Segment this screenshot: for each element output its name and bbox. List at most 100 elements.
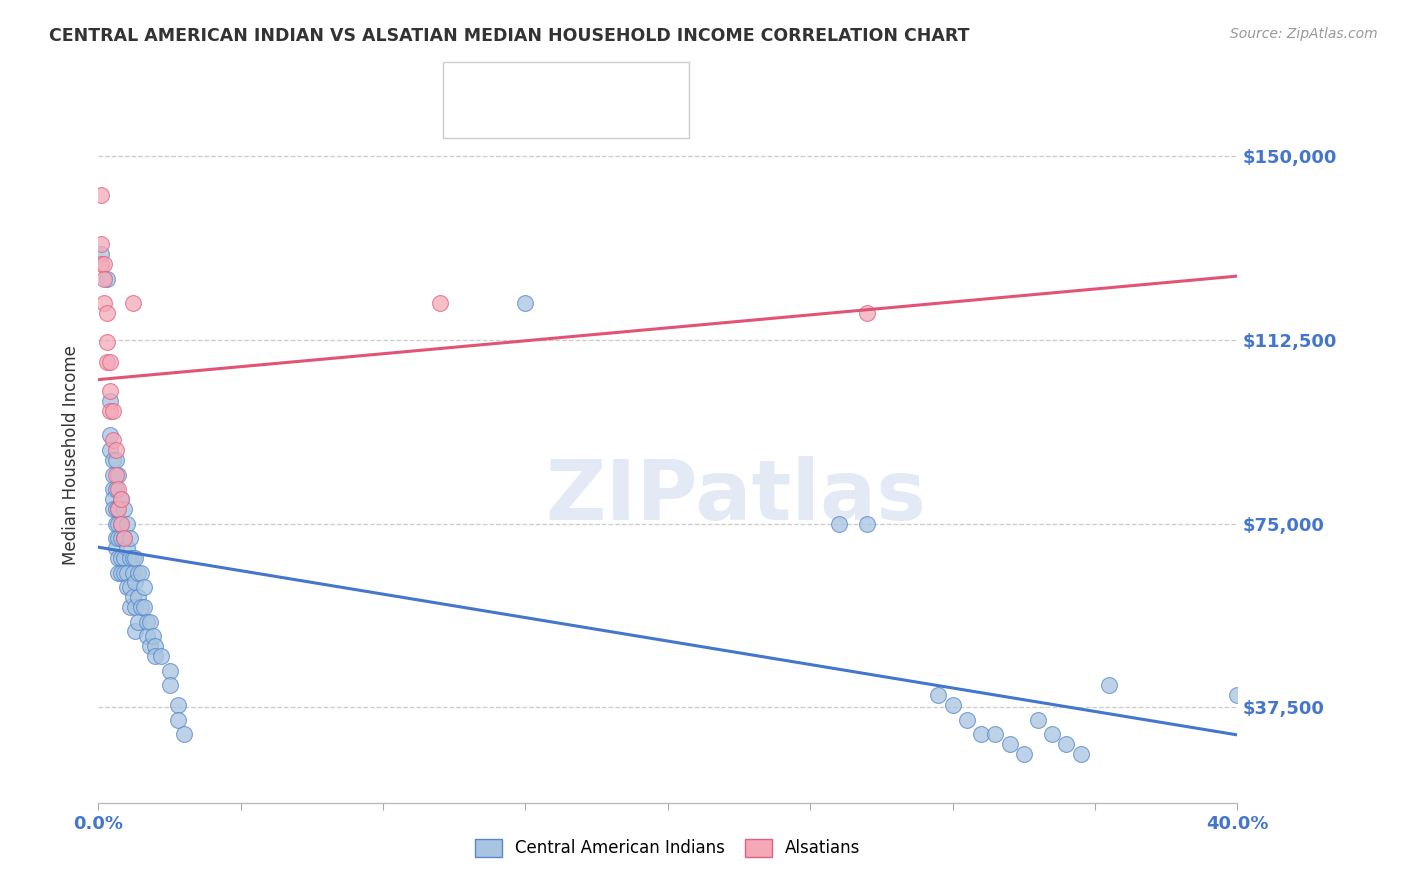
- Point: [101, 501, 124, 516]
- Point: [129, 566, 152, 580]
- Point: [101, 467, 124, 482]
- Text: -0.548: -0.548: [523, 76, 588, 94]
- Point: [107, 531, 129, 545]
- Point: [112, 550, 135, 565]
- Point: [107, 467, 129, 482]
- Point: [104, 541, 127, 555]
- Point: [135, 615, 157, 629]
- Point: [124, 599, 146, 614]
- Point: [159, 664, 181, 678]
- Point: [90, 237, 112, 252]
- Point: [93, 296, 115, 310]
- Point: [110, 491, 132, 506]
- Point: [104, 482, 127, 496]
- Point: [124, 575, 146, 590]
- Point: [90, 188, 112, 202]
- Point: [104, 452, 127, 467]
- Point: [118, 550, 141, 565]
- Point: [104, 531, 127, 545]
- Point: [110, 550, 132, 565]
- Point: [121, 550, 143, 565]
- Point: [145, 639, 167, 653]
- Point: [141, 629, 163, 643]
- Point: [107, 501, 129, 516]
- Point: [828, 516, 851, 531]
- Point: [132, 599, 155, 614]
- Point: [115, 566, 138, 580]
- Point: [135, 629, 157, 643]
- Point: [101, 482, 124, 496]
- Point: [127, 615, 149, 629]
- Point: [515, 296, 537, 310]
- Text: 24: 24: [621, 110, 647, 128]
- Point: [90, 247, 112, 261]
- Point: [173, 727, 195, 741]
- Text: CENTRAL AMERICAN INDIAN VS ALSATIAN MEDIAN HOUSEHOLD INCOME CORRELATION CHART: CENTRAL AMERICAN INDIAN VS ALSATIAN MEDI…: [49, 27, 970, 45]
- Text: 0.302: 0.302: [523, 110, 586, 128]
- Point: [104, 467, 127, 482]
- Point: [1098, 678, 1121, 692]
- Point: [115, 580, 138, 594]
- Text: R =: R =: [488, 110, 527, 128]
- Point: [1070, 747, 1092, 761]
- Point: [167, 713, 190, 727]
- Y-axis label: Median Household Income: Median Household Income: [62, 345, 80, 565]
- Point: [110, 491, 132, 506]
- Point: [429, 296, 451, 310]
- Point: [138, 639, 160, 653]
- Point: [167, 698, 190, 712]
- Point: [121, 566, 143, 580]
- Point: [1226, 688, 1249, 702]
- Point: [984, 727, 1007, 741]
- Point: [107, 516, 129, 531]
- Point: [93, 257, 115, 271]
- Point: [96, 335, 118, 350]
- Point: [138, 615, 160, 629]
- Point: [150, 648, 173, 663]
- Point: [98, 443, 121, 458]
- Point: [112, 566, 135, 580]
- Point: [159, 678, 181, 692]
- Point: [118, 599, 141, 614]
- Point: [121, 590, 143, 604]
- Text: R =: R =: [488, 76, 527, 94]
- Point: [127, 566, 149, 580]
- Point: [110, 516, 132, 531]
- Point: [942, 698, 965, 712]
- Point: [956, 713, 979, 727]
- Point: [118, 580, 141, 594]
- Point: [127, 590, 149, 604]
- Point: [1012, 747, 1035, 761]
- Legend: Central American Indians, Alsatians: Central American Indians, Alsatians: [468, 832, 868, 864]
- Point: [110, 516, 132, 531]
- Text: 75: 75: [621, 76, 647, 94]
- Point: [110, 566, 132, 580]
- Point: [112, 531, 135, 545]
- Point: [107, 550, 129, 565]
- Point: [93, 271, 115, 285]
- Point: [1026, 713, 1049, 727]
- Point: [145, 648, 167, 663]
- Point: [101, 434, 124, 448]
- Point: [121, 296, 143, 310]
- Point: [98, 394, 121, 409]
- Point: [96, 306, 118, 320]
- Point: [104, 516, 127, 531]
- Point: [118, 531, 141, 545]
- Point: [1056, 737, 1078, 751]
- Point: [90, 257, 112, 271]
- Text: Source: ZipAtlas.com: Source: ZipAtlas.com: [1230, 27, 1378, 41]
- Point: [110, 531, 132, 545]
- Point: [107, 501, 129, 516]
- Text: N =: N =: [579, 76, 631, 94]
- Point: [927, 688, 949, 702]
- Point: [124, 624, 146, 639]
- Text: N =: N =: [579, 110, 631, 128]
- Text: ZIPatlas: ZIPatlas: [546, 456, 927, 537]
- Point: [104, 501, 127, 516]
- Point: [101, 452, 124, 467]
- Point: [1040, 727, 1063, 741]
- Point: [998, 737, 1021, 751]
- Point: [856, 516, 879, 531]
- Point: [104, 443, 127, 458]
